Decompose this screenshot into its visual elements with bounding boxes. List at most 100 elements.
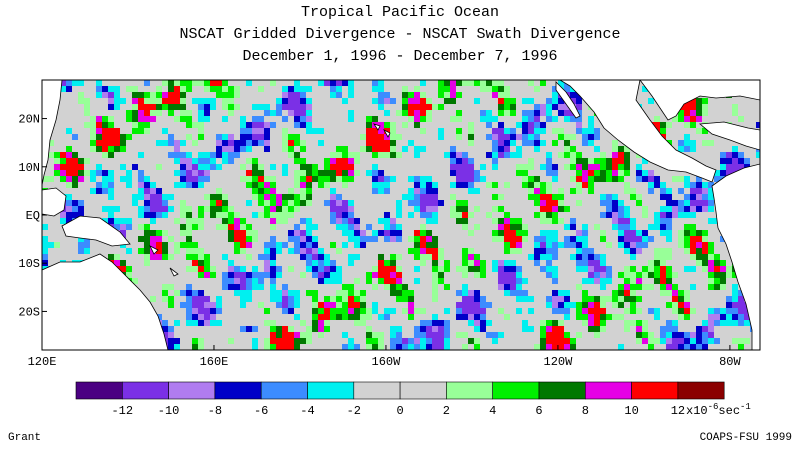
field-cell — [432, 188, 438, 194]
field-cell — [642, 242, 648, 248]
field-cell — [144, 104, 150, 110]
field-cell — [474, 290, 480, 296]
field-cell — [492, 266, 498, 272]
field-cell — [270, 284, 276, 290]
field-cell — [732, 320, 738, 326]
field-cell — [216, 206, 222, 212]
field-cell — [288, 194, 294, 200]
field-cell — [522, 116, 528, 122]
field-cell — [672, 206, 678, 212]
field-cell — [384, 98, 390, 104]
field-cell — [534, 260, 540, 266]
field-cell — [576, 230, 582, 236]
field-cell — [612, 140, 618, 146]
field-cell — [636, 278, 642, 284]
field-cell — [474, 338, 480, 344]
field-cell — [414, 200, 420, 206]
field-cell — [336, 302, 342, 308]
field-cell — [234, 266, 240, 272]
colorbar-swatch — [446, 381, 493, 400]
field-cell — [162, 98, 168, 104]
colorbar: -12 -10 -8 -6 -4 -2 0 2 4 6 8 10 12 x10-6sec-1 — [75, 381, 751, 418]
field-cell — [294, 110, 300, 116]
field-cell — [138, 152, 144, 158]
field-cell — [540, 266, 546, 272]
field-cell — [468, 302, 474, 308]
field-cell — [294, 86, 300, 92]
field-cell — [114, 218, 120, 224]
field-cell — [498, 230, 504, 236]
field-cell — [636, 200, 642, 206]
field-cell — [714, 314, 720, 320]
field-cell — [672, 176, 678, 182]
field-cell — [522, 140, 528, 146]
colorbar-tick-label: -4 — [300, 404, 314, 418]
field-cell — [348, 230, 354, 236]
field-cell — [606, 296, 612, 302]
field-cell — [240, 134, 246, 140]
credit-institution: COAPS-FSU 1999 — [699, 432, 792, 444]
field-cell — [690, 224, 696, 230]
field-cell — [198, 158, 204, 164]
field-cell — [576, 188, 582, 194]
field-cell — [102, 122, 108, 128]
field-cell — [180, 98, 186, 104]
field-cell — [624, 272, 630, 278]
field-cell — [288, 206, 294, 212]
field-cell — [342, 290, 348, 296]
field-cell — [492, 338, 498, 344]
field-cell — [288, 146, 294, 152]
field-cell — [708, 284, 714, 290]
field-cell — [420, 242, 426, 248]
field-cell — [132, 86, 138, 92]
field-cell — [258, 116, 264, 122]
field-cell — [450, 170, 456, 176]
field-cell — [252, 104, 258, 110]
field-cell — [510, 134, 516, 140]
field-cell — [462, 290, 468, 296]
field-cell — [210, 314, 216, 320]
field-cell — [546, 212, 552, 218]
land-new-guinea — [61, 215, 131, 247]
colorbar-swatch — [214, 381, 262, 400]
field-cell — [156, 200, 162, 206]
field-cell — [420, 104, 426, 110]
field-cell — [210, 272, 216, 278]
field-cell — [72, 152, 78, 158]
field-cell — [252, 140, 258, 146]
field-cell — [264, 344, 270, 350]
field-cell — [528, 308, 534, 314]
field-cell — [324, 200, 330, 206]
field-cell — [174, 248, 180, 254]
field-cell — [666, 122, 672, 128]
field-cell — [642, 320, 648, 326]
field-cell — [684, 296, 690, 302]
field-cell — [696, 326, 702, 332]
field-cell — [426, 188, 432, 194]
field-cell — [114, 134, 120, 140]
field-cell — [156, 314, 162, 320]
field-cell — [654, 308, 660, 314]
field-cell — [108, 212, 114, 218]
field-cell — [264, 122, 270, 128]
field-cell — [258, 212, 264, 218]
field-cell — [204, 116, 210, 122]
field-cell — [570, 254, 576, 260]
field-cell — [426, 110, 432, 116]
field-cell — [240, 218, 246, 224]
field-cell — [546, 320, 552, 326]
field-cell — [468, 164, 474, 170]
field-cell — [342, 224, 348, 230]
field-cell — [462, 200, 468, 206]
field-cell — [108, 134, 114, 140]
field-cell — [288, 290, 294, 296]
field-cell — [552, 236, 558, 242]
field-cell — [78, 242, 84, 248]
field-cell — [450, 146, 456, 152]
field-cell — [420, 326, 426, 332]
field-cell — [456, 206, 462, 212]
field-cell — [276, 248, 282, 254]
field-cell — [426, 194, 432, 200]
field-cell — [660, 338, 666, 344]
field-cell — [324, 170, 330, 176]
